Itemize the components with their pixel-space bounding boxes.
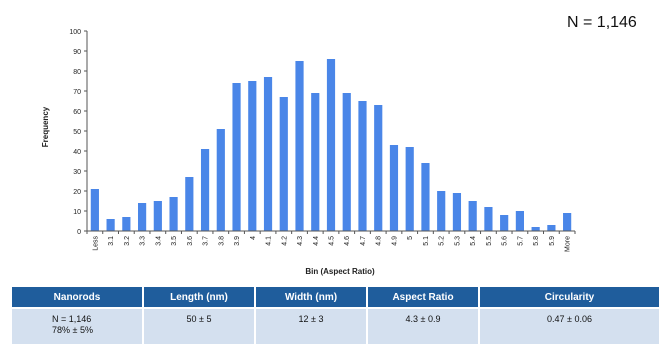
x-tick-label: 5.4: [470, 236, 477, 246]
y-tick-label: 50: [73, 129, 81, 136]
histogram-bars: [90, 59, 572, 231]
x-tick-label: 5.6: [502, 236, 509, 246]
x-tick-label: 4.1: [266, 236, 273, 246]
x-tick-label: 4.2: [281, 236, 288, 246]
y-axis: 0 10 20 30 40 50 60 70 80 90 100: [69, 29, 88, 236]
histogram-bar: [358, 101, 367, 231]
header-length: Length (nm): [143, 287, 256, 308]
x-tick-label: 3.5: [171, 236, 178, 246]
x-tick-label: 5.7: [517, 236, 524, 246]
cell-length: 50 ± 5: [143, 307, 256, 344]
y-tick-label: 100: [69, 29, 81, 36]
histogram-bar: [106, 219, 115, 231]
histogram-bar: [563, 213, 572, 231]
x-tick-label: 4: [250, 236, 257, 240]
histogram-bar: [311, 93, 320, 231]
y-tick-label: 70: [73, 89, 81, 96]
y-tick-label: 90: [73, 49, 81, 56]
x-tick-label: 3.4: [155, 236, 162, 246]
histogram-bar: [421, 163, 430, 231]
histogram-bar: [185, 177, 194, 231]
cell-nanorods: N = 1,146 78% ± 5%: [12, 307, 144, 344]
x-tick-label: 3.3: [140, 236, 147, 246]
histogram-bar: [138, 203, 147, 231]
x-axis: Less 3.1 3.2 3.3 3.4 3.5 3.6 3.7 3.8 3.9 4 4.1 4.2 4.…: [86, 230, 576, 252]
y-tick-label: 0: [77, 229, 81, 236]
histogram-bar: [263, 77, 273, 231]
cell-width: 12 ± 3: [255, 307, 368, 344]
x-tick-label: 5: [407, 236, 414, 240]
histogram-bar: [326, 59, 336, 231]
y-tick-label: 60: [73, 109, 81, 116]
cell-aspect-ratio: 4.3 ± 0.9: [367, 307, 480, 344]
histogram-bar: [279, 97, 288, 231]
x-tick-label: 5.1: [423, 236, 430, 246]
x-tick-label: 5.8: [533, 236, 540, 246]
x-tick-label: 3.6: [187, 236, 194, 246]
x-axis-label: Bin (Aspect Ratio): [305, 267, 375, 276]
histogram-bar: [515, 211, 524, 231]
histogram-bar: [295, 61, 304, 231]
x-tick-label: 4.9: [391, 236, 398, 246]
y-tick-label: 30: [73, 169, 81, 176]
x-tick-label: 4.5: [329, 236, 336, 246]
histogram-bar: [342, 93, 351, 231]
x-tick-label: 3.7: [203, 236, 210, 246]
table-header-row: Nanorods Length (nm) Width (nm) Aspect R…: [12, 287, 659, 308]
table-row: N = 1,146 78% ± 5% 50 ± 5 12 ± 3 4.3 ± 0…: [12, 307, 659, 344]
nanorods-count: N = 1,146: [52, 314, 92, 324]
x-tick-label: 5.5: [486, 236, 493, 246]
header-circularity: Circularity: [479, 287, 659, 308]
histogram-bar: [90, 189, 99, 231]
header-aspect-ratio: Aspect Ratio: [367, 287, 480, 308]
histogram-bar: [216, 129, 225, 231]
x-tick-label: Less: [92, 236, 99, 251]
y-tick-label: 20: [73, 189, 81, 196]
y-tick-label: 80: [73, 69, 81, 76]
x-tick-label: 5.3: [454, 236, 461, 246]
histogram-bar: [500, 215, 509, 231]
histogram-bar: [484, 207, 493, 231]
header-nanorods: Nanorods: [12, 287, 144, 308]
histogram-bar: [248, 81, 257, 231]
x-tick-label: 3.2: [124, 236, 131, 246]
header-width: Width (nm): [255, 287, 368, 308]
histogram-bar: [468, 201, 477, 231]
y-tick-label: 10: [73, 209, 81, 216]
histogram-bar: [374, 105, 383, 231]
x-tick-label: 3.8: [218, 236, 225, 246]
y-axis-label: Frequency: [41, 106, 50, 147]
histogram-bar: [153, 201, 162, 231]
histogram-bar: [169, 197, 178, 231]
sample-count-label: N = 1,146: [567, 14, 637, 31]
x-tick-label: 4.7: [360, 236, 367, 246]
x-tick-label: More: [565, 236, 572, 252]
histogram-bar: [122, 217, 131, 231]
x-tick-label: 5.9: [549, 236, 556, 246]
histogram-bar: [405, 147, 414, 231]
x-tick-label: 3.1: [108, 236, 115, 246]
histogram-bar: [531, 227, 540, 231]
aspect-ratio-histogram: 0 10 20 30 40 50 60 70 80 90 100 Less 3.1 3.2 3.3 3.4 3…: [41, 29, 576, 276]
x-tick-label: 3.9: [234, 236, 241, 246]
histogram-bar: [232, 83, 241, 231]
y-tick-label: 40: [73, 149, 81, 156]
x-tick-label: 4.6: [344, 236, 351, 246]
histogram-bar: [437, 191, 446, 231]
histogram-bar: [547, 225, 556, 231]
x-tick-label: 4.4: [313, 236, 320, 246]
x-tick-label: 4.8: [376, 236, 383, 246]
x-tick-label: 4.3: [297, 236, 304, 246]
histogram-bar: [389, 145, 399, 231]
nanorod-stats-table: Nanorods Length (nm) Width (nm) Aspect R…: [12, 287, 659, 344]
histogram-bar: [452, 193, 462, 231]
histogram-bar: [200, 149, 210, 231]
x-tick-label: 5.2: [439, 236, 446, 246]
cell-circularity: 0.47 ± 0.06: [479, 307, 659, 344]
nanorods-yield: 78% ± 5%: [52, 325, 93, 335]
